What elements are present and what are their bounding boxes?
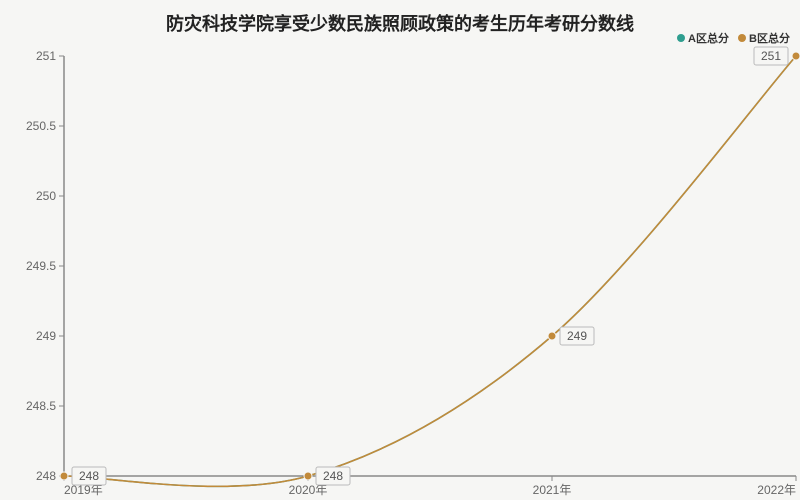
y-tick-label: 248.5 [26, 399, 56, 413]
series-marker [792, 52, 800, 60]
y-tick-label: 250.5 [26, 119, 56, 133]
data-label: 251 [761, 49, 781, 63]
line-chart: 防灾科技学院享受少数民族照顾政策的考生历年考研分数线 A区总分 B区总分 248… [0, 0, 800, 500]
x-tick-label: 2021年 [533, 483, 572, 497]
y-tick-label: 249.5 [26, 259, 56, 273]
plot-svg: 248248.5249249.5250250.52512019年2020年202… [0, 0, 800, 500]
data-label: 249 [567, 329, 587, 343]
x-tick-label: 2022年 [757, 483, 796, 497]
series-marker [548, 332, 556, 340]
y-tick-label: 248 [36, 469, 56, 483]
data-label: 248 [323, 469, 343, 483]
y-tick-label: 250 [36, 189, 56, 203]
y-tick-label: 251 [36, 49, 56, 63]
y-tick-label: 249 [36, 329, 56, 343]
data-label: 248 [79, 469, 99, 483]
series-marker [304, 472, 312, 480]
series-line-1 [64, 56, 796, 486]
series-line-0 [64, 56, 796, 486]
series-marker [60, 472, 68, 480]
